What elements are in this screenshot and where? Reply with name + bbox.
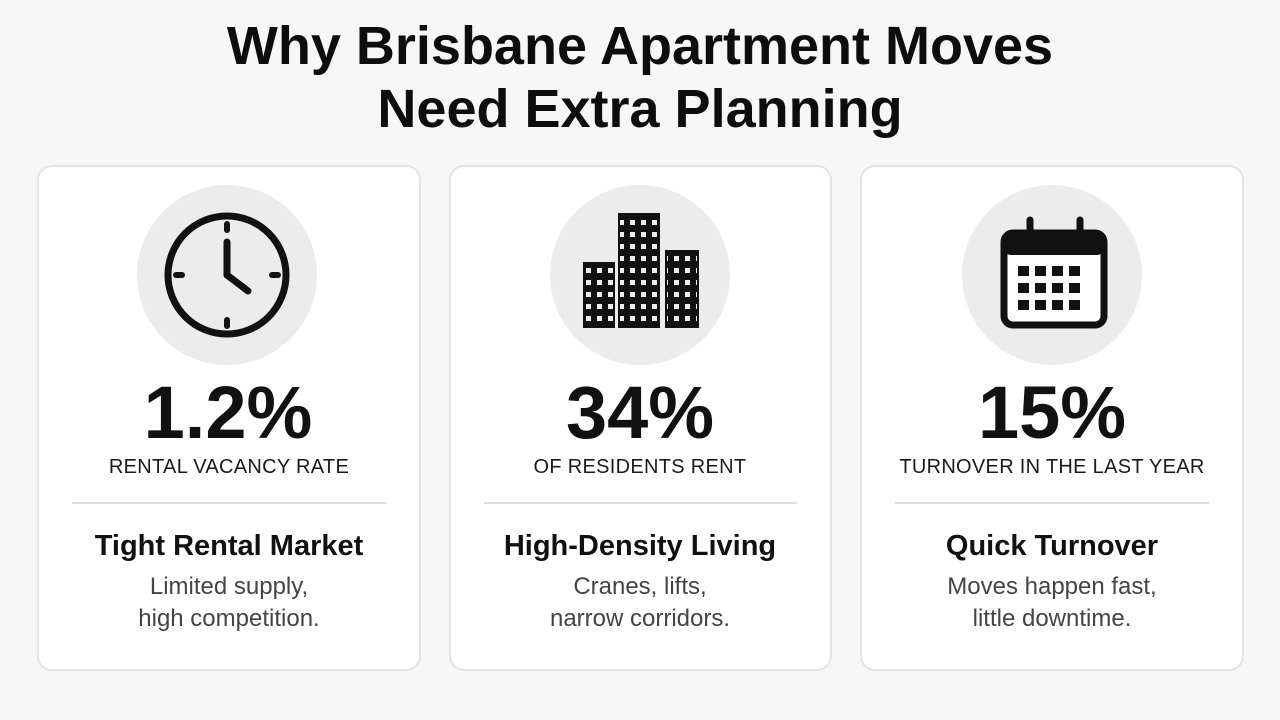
card: 34% OF RESIDENTS RENT High-Density Livin… (449, 165, 832, 671)
card-heading: Quick Turnover (946, 530, 1158, 562)
title-line: Need Extra Planning (377, 79, 902, 139)
stat-label: OF RESIDENTS RENT (534, 456, 747, 478)
buildings-icon (583, 213, 699, 328)
stat: 34% (566, 371, 714, 454)
title-line: Why Brisbane Apartment Moves (227, 16, 1053, 76)
card-description: Limited supply, (150, 573, 308, 600)
card-description: Cranes, lifts, (573, 573, 706, 600)
stat: 1.2% (144, 371, 313, 454)
card: 1.2% RENTAL VACANCY RATE Tight Rental Ma… (37, 165, 421, 671)
stat-label: RENTAL VACANCY RATE (109, 456, 349, 478)
card-description: little downtime. (973, 605, 1132, 632)
clock-icon (164, 212, 290, 338)
card-heading: Tight Rental Market (95, 530, 364, 562)
stat: 15% (978, 371, 1126, 454)
stat-label: TURNOVER IN THE LAST YEAR (899, 456, 1204, 478)
card-description: narrow corridors. (550, 605, 730, 632)
card-description: Moves happen fast, (947, 573, 1156, 600)
card-description: high competition. (138, 605, 319, 632)
card-heading: High-Density Living (504, 530, 776, 562)
calendar-icon (1000, 216, 1108, 329)
card: 15% TURNOVER IN THE LAST YEAR Quick Turn… (860, 165, 1244, 671)
